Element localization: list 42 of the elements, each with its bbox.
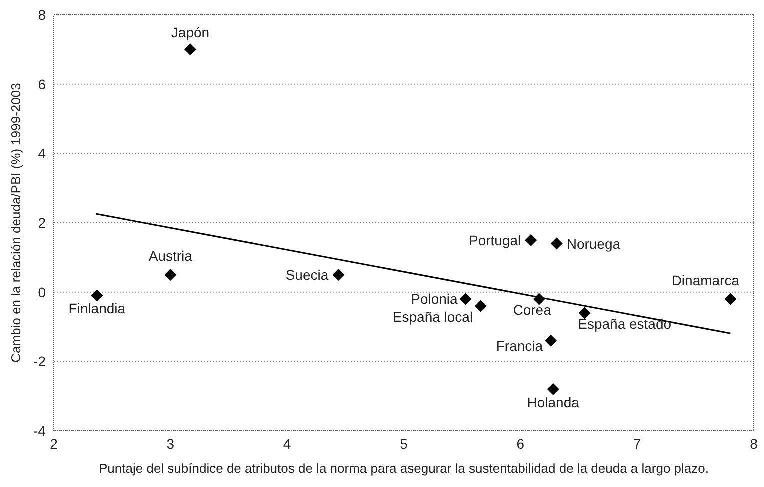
point	[545, 334, 557, 347]
annotation: Corea	[513, 302, 552, 318]
y-tick-label: -4	[34, 422, 46, 439]
point	[164, 269, 177, 281]
point	[184, 44, 196, 56]
point	[578, 307, 591, 320]
annotation: España local	[392, 309, 474, 326]
annotation: Holanda	[527, 394, 580, 410]
annotation: Austria	[148, 248, 193, 264]
annotation: Polonia	[411, 291, 458, 308]
annotation: Japón	[171, 24, 210, 41]
y-axis-title: Cambio en la relación deuda/PBI (%) 1999-2003	[8, 83, 24, 363]
x-tick-label: 7	[633, 436, 642, 452]
point	[550, 238, 563, 250]
annotation: España estado	[578, 316, 672, 332]
y-tick-label: 4	[38, 146, 46, 162]
point	[332, 269, 345, 281]
x-tick-label: 6	[516, 436, 525, 452]
y-tick-label: 2	[38, 214, 46, 231]
annotation: Portugal	[469, 232, 522, 248]
point	[724, 293, 737, 306]
x-tick-label: 2	[50, 436, 58, 452]
x-tick-label: 4	[283, 436, 292, 452]
point	[533, 293, 546, 306]
annotation: Francia	[496, 338, 544, 354]
x-tick-label: 5	[400, 436, 408, 452]
point	[525, 234, 538, 246]
point	[91, 290, 104, 302]
annotation: Finlandia	[68, 300, 126, 317]
point	[460, 293, 472, 306]
x-axis-title: Puntaje del subíndice de atributos de la norma para asegurar la sustentabilidad de la deuda a largo plazo.	[99, 461, 709, 476]
x-tick-label: 3	[166, 436, 175, 452]
y-tick-label: 0	[38, 284, 46, 300]
point	[475, 300, 487, 312]
annotation: Dinamarca	[672, 272, 740, 288]
annotation: Noruega	[566, 236, 621, 252]
x-tick-label: 8	[750, 436, 758, 452]
annotation: Suecia	[286, 266, 329, 283]
y-tick-label: -2	[34, 354, 46, 370]
point	[547, 383, 560, 396]
y-tick-label: 8	[38, 6, 46, 23]
y-tick-label: 6	[38, 76, 46, 92]
